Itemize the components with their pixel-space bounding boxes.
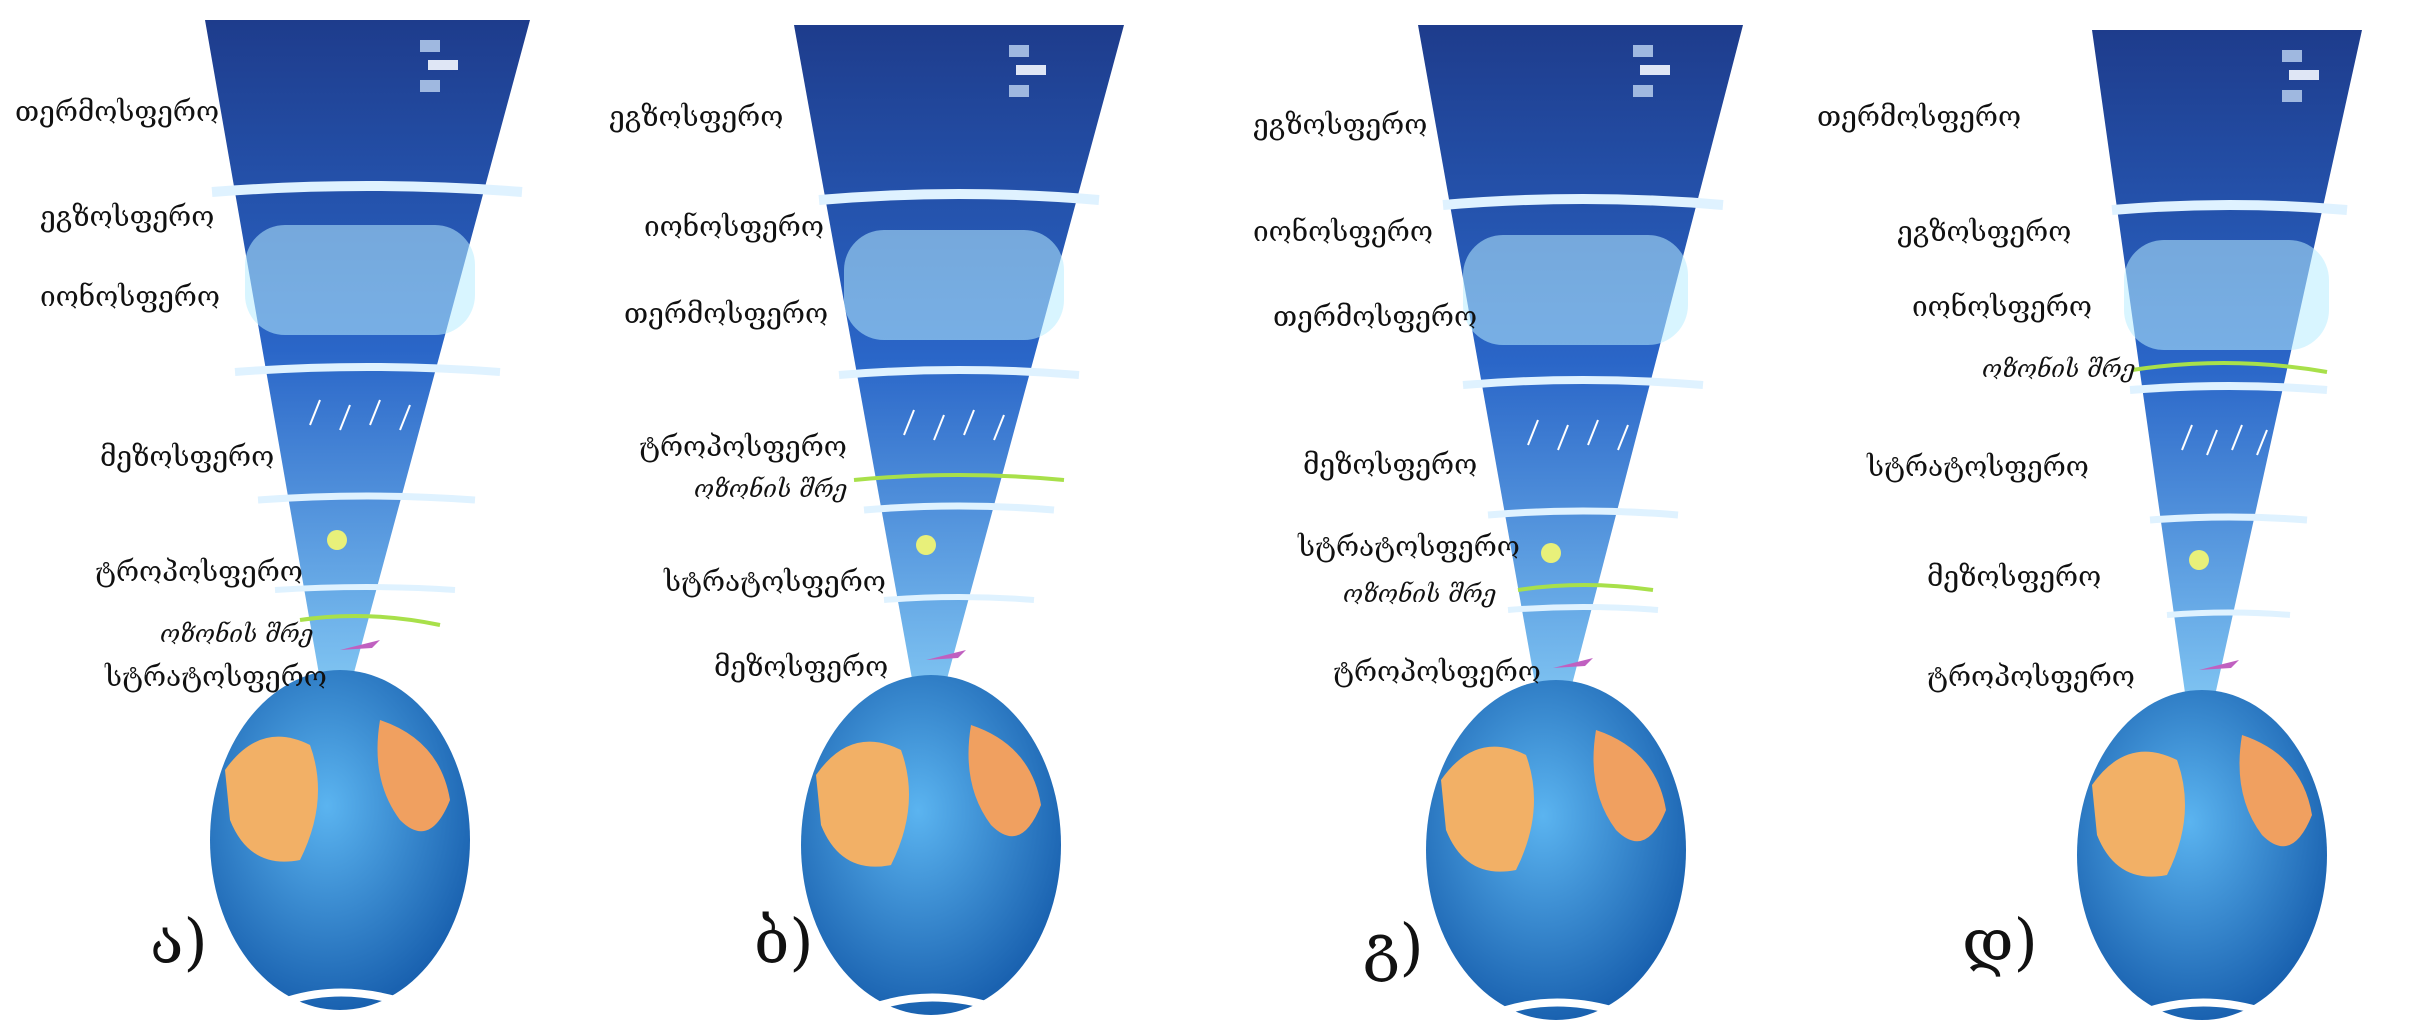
land-mass [2092,751,2185,877]
label-1: ეგზოსფერო [609,100,784,133]
label-3: იონოსფერო [1912,290,2092,323]
label-6: სტრატოსფერო [105,660,327,693]
satellite-icon [1633,45,1670,97]
meteor-icon [2181,424,2268,456]
meteor-icon [1527,419,1629,451]
layer-boundary [257,492,476,504]
layer-boundary [2166,609,2291,618]
land-mass [2239,735,2312,847]
layer-boundary [1487,507,1679,519]
layer-boundary [863,502,1055,514]
layer-boundary [274,584,456,593]
label-5: ტროპოსფერო [95,555,303,588]
label-4: მეზოსფერო [100,440,275,473]
ice-cap [879,993,988,1009]
atmosphere-wedge [2092,30,2362,700]
land-mass [816,741,909,867]
label-5: სტრატოსფერო [1298,530,1520,563]
airplane-icon [926,650,966,660]
ozone-line [853,473,1065,482]
aurora [844,230,1064,340]
label-1: ეგზოსფერო [1253,108,1428,141]
balloon-icon [327,530,347,550]
layer-boundary [2129,382,2328,394]
label-1: თერმოსფერო [15,95,220,128]
layer-boundary [1507,604,1659,613]
satellite-icon [1009,45,1046,97]
airplane-icon [340,640,380,650]
ice-cap [1504,998,1613,1014]
label-6: ტროპოსფერო [1333,655,1541,688]
ozone-line [1517,583,1654,592]
atmosphere-illustration [1418,25,1743,1020]
layer-boundary [2111,200,2348,215]
aurora [1463,235,1688,345]
panel-a: თერმოსფერო ეგზოსფერო იონოსფერო მეზოსფერო… [0,0,604,1035]
panel-letter: ა) [150,905,208,978]
label-ozone: ოზონის შრე [160,620,314,648]
layer-boundary [1462,376,1704,389]
atmosphere-wedge [1418,25,1743,700]
panel-d: თერმოსფერო ეგზოსფერო იონოსფერო ოზონის შრ… [1812,0,2416,1035]
layer-boundary [838,366,1080,379]
land-mass [225,736,318,862]
label-6: ტროპოსფერო [1927,660,2135,693]
label-2: ეგზოსფერო [1897,215,2072,248]
label-ozone: ოზონის შრე [694,475,848,503]
label-2: იონოსფერო [644,210,824,243]
atmosphere-illustration [205,20,530,1010]
land-mass [377,720,450,832]
label-3: თერმოსფერო [1273,300,1478,333]
label-6: მეზოსფერო [714,650,889,683]
layer-boundary [1442,194,1724,210]
layer-boundary [818,189,1100,205]
label-4: სტრატოსფერო [1867,450,2089,483]
land-mass [1441,746,1534,872]
aurora [2124,240,2329,350]
panel-letter: ბ) [754,905,814,978]
balloon-icon [1541,543,1561,563]
label-1: თერმოსფერო [1817,100,2022,133]
ice-cap [2150,998,2259,1014]
layer-boundary [2149,513,2308,524]
atmosphere-illustration [2077,30,2362,1020]
panel-c: ეგზოსფერო იონოსფერო თერმოსფერო მეზოსფერო… [1208,0,1812,1035]
ozone-line [2131,360,2328,374]
label-5: სტრატოსფერო [664,565,886,598]
label-ozone: ოზონის შრე [1343,580,1497,608]
ozone-line [299,614,441,627]
label-4: მეზოსფერო [1303,448,1478,481]
label-ozone: ოზონის შრე [1982,355,2136,383]
satellite-icon [2282,50,2319,102]
layer-boundary [234,363,501,376]
panel-b: ეგზოსფერო იონოსფერო თერმოსფერო ტროპოსფერ… [604,0,1208,1035]
label-4: ტროპოსფერო [639,430,847,463]
label-2: ეგზოსფერო [40,200,215,233]
land-mass [968,725,1041,837]
label-3: იონოსფერო [40,280,220,313]
meteor-icon [309,399,411,431]
label-5: მეზოსფერო [1927,560,2102,593]
balloon-icon [916,535,936,555]
panel-letter: დ) [1962,905,2038,978]
land-mass [1593,730,1666,842]
layer-boundary [211,181,523,197]
meteor-icon [903,409,1005,441]
label-2: იონოსფერო [1253,215,1433,248]
airplane-icon [2199,660,2239,670]
aurora [245,225,475,335]
satellite-icon [420,40,458,92]
panel-letter: გ) [1363,910,1424,983]
label-3: თერმოსფერო [624,297,829,330]
airplane-icon [1553,658,1593,668]
atmosphere-illustration [794,25,1124,1015]
layer-boundary [883,594,1035,603]
balloon-icon [2189,550,2209,570]
ice-cap [288,988,397,1004]
